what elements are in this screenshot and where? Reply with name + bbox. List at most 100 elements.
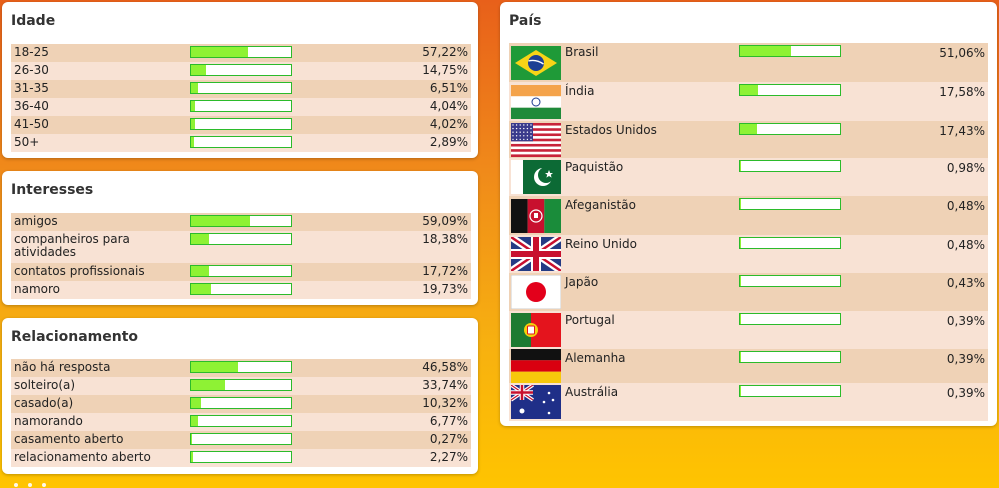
interests-row-bar — [190, 233, 292, 245]
country-row: Austrália 0,39% — [509, 383, 988, 421]
age-row-bar — [190, 136, 292, 148]
age-row-bar — [190, 100, 292, 112]
interests-row-label: amigos — [14, 214, 58, 228]
age-row-label: 26-30 — [14, 63, 49, 77]
brazil-flag-icon — [511, 45, 561, 80]
country-row-label: Afeganistão — [565, 198, 636, 212]
relationship-panel: Relacionamento não há resposta 46,58% solt… — [2, 318, 478, 474]
interests-row-label: contatos profissionais — [14, 264, 145, 278]
age-row: 18-25 57,22% — [11, 44, 471, 62]
country-panel-title: País — [509, 13, 542, 29]
age-rows: 18-25 57,22% 26-30 14,75% 31-35 6,51% 36-40 4,0… — [11, 44, 471, 152]
relationship-row-percent: 46,58% — [422, 360, 468, 374]
interests-row-percent: 18,38% — [422, 232, 468, 246]
country-row-bar-fill — [740, 161, 741, 171]
country-row-label: Paquistão — [565, 160, 624, 174]
country-row-label: Reino Unido — [565, 237, 637, 251]
interests-row-percent: 17,72% — [422, 264, 468, 278]
japan-flag-icon — [511, 275, 561, 309]
country-row-percent: 0,43% — [946, 276, 985, 290]
country-row-bar — [739, 237, 841, 249]
relationship-row: namorando 6,77% — [11, 413, 471, 431]
usa-flag-icon — [511, 122, 561, 157]
age-row-label: 36-40 — [14, 99, 49, 113]
uk-flag-icon — [511, 237, 561, 271]
relationship-row-bar — [190, 433, 292, 445]
age-row: 31-35 6,51% — [11, 80, 471, 98]
age-row-bar — [190, 82, 292, 94]
india-flag-icon — [511, 84, 561, 119]
interests-row-bar-fill — [191, 284, 211, 294]
interests-rows: amigos 59,09% companheiros para atividades… — [11, 213, 471, 299]
interests-row-percent: 19,73% — [422, 282, 468, 296]
relationship-row-label: casamento aberto — [14, 432, 124, 446]
age-row-bar-fill — [191, 137, 194, 147]
age-row-bar-fill — [191, 119, 196, 129]
country-row-bar-fill — [740, 85, 758, 95]
country-row: Brasil 51,06% — [509, 43, 988, 82]
relationship-row: casado(a) 10,32% — [11, 395, 471, 413]
country-row-bar — [739, 84, 841, 96]
age-row-label: 50+ — [14, 135, 40, 149]
interests-row-bar-fill — [191, 216, 251, 226]
country-row-bar — [739, 198, 841, 210]
country-row-label: Japão — [565, 275, 599, 289]
relationship-row-label: namorando — [14, 414, 83, 428]
pakistan-flag-icon — [511, 160, 561, 194]
country-row-percent: 17,58% — [939, 85, 985, 99]
country-row-bar — [739, 123, 841, 135]
age-panel-title: Idade — [11, 13, 56, 29]
australia-flag-icon — [511, 385, 561, 419]
relationship-row-label: não há resposta — [14, 360, 111, 374]
country-row-percent: 0,39% — [946, 352, 985, 366]
country-row: Afeganistão 0,48% — [509, 196, 988, 235]
country-row: Alemanha 0,39% — [509, 349, 988, 383]
age-row-bar — [190, 118, 292, 130]
age-row-bar-fill — [191, 65, 206, 75]
afghanistan-flag-icon — [511, 198, 561, 233]
relationship-row-percent: 0,27% — [429, 432, 468, 446]
interests-row-percent: 59,09% — [422, 214, 468, 228]
relationship-row-percent: 6,77% — [429, 414, 468, 428]
country-row-bar-fill — [740, 124, 758, 134]
country-row-bar — [739, 385, 841, 397]
relationship-row-bar — [190, 379, 292, 391]
interests-row-label: namoro — [14, 282, 61, 296]
age-row-bar-fill — [191, 83, 198, 93]
age-row-percent: 57,22% — [422, 45, 468, 59]
interests-row-bar — [190, 265, 292, 277]
country-row-bar — [739, 351, 841, 363]
interests-panel-title: Interesses — [11, 182, 94, 198]
country-row-percent: 0,48% — [946, 238, 985, 252]
relationship-row-label: solteiro(a) — [14, 378, 76, 392]
country-row-label: Portugal — [565, 313, 615, 327]
country-row-percent: 0,48% — [946, 199, 985, 213]
country-row-percent: 0,98% — [946, 161, 985, 175]
country-row-label: Brasil — [565, 45, 599, 59]
age-row-bar — [190, 46, 292, 58]
interests-row: companheiros para atividades 18,38% — [11, 231, 471, 263]
age-row: 50+ 2,89% — [11, 134, 471, 152]
age-panel: Idade 18-25 57,22% 26-30 14,75% 31-35 6,51% 36… — [2, 2, 478, 158]
relationship-row: não há resposta 46,58% — [11, 359, 471, 377]
country-row: Portugal 0,39% — [509, 311, 988, 349]
relationship-row-percent: 2,27% — [429, 450, 468, 464]
age-row-percent: 6,51% — [429, 81, 468, 95]
country-row-bar — [739, 45, 841, 57]
relationship-rows: não há resposta 46,58% solteiro(a) 33,74% ca… — [11, 359, 471, 467]
country-row-label: Índia — [565, 84, 595, 98]
relationship-row-label: relacionamento aberto — [14, 450, 151, 464]
country-row-label: Alemanha — [565, 351, 626, 365]
country-rows: Brasil 51,06% Índia 17,58% Estados Unidos 17,… — [509, 43, 988, 421]
interests-panel: Interesses amigos 59,09% companheiros para… — [2, 171, 478, 305]
age-row: 41-50 4,02% — [11, 116, 471, 134]
country-row-bar — [739, 313, 841, 325]
interests-row-bar-fill — [191, 266, 209, 276]
age-row-percent: 4,02% — [429, 117, 468, 131]
age-row-label: 41-50 — [14, 117, 49, 131]
portugal-flag-icon — [511, 313, 561, 347]
country-row-percent: 17,43% — [939, 124, 985, 138]
country-row: Estados Unidos 17,43% — [509, 121, 988, 158]
age-row-label: 31-35 — [14, 81, 49, 95]
relationship-row: casamento aberto 0,27% — [11, 431, 471, 449]
